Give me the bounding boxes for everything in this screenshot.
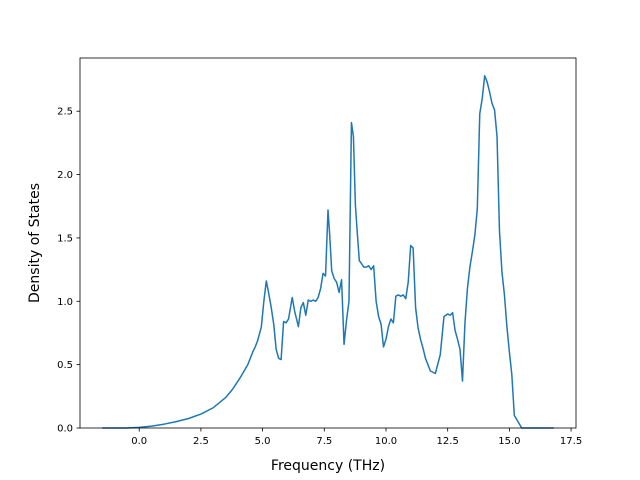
y-tick-label: 1.0 <box>57 297 73 308</box>
x-tick-label: 2.5 <box>193 436 209 447</box>
x-tick-label: 5.0 <box>255 436 271 447</box>
x-axis-label: Frequency (THz) <box>271 458 385 474</box>
y-tick-label: 2.0 <box>57 170 73 181</box>
x-tick-label: 12.5 <box>437 436 459 447</box>
x-tick-label: 17.5 <box>560 436 582 447</box>
x-tick-label: 10.0 <box>375 436 397 447</box>
y-axis-ticks: 0.0 0.5 1.0 1.5 2.0 2.5 <box>57 107 80 435</box>
y-tick-label: 1.5 <box>57 233 73 244</box>
x-tick-label: 7.5 <box>316 436 332 447</box>
x-tick-label: 15.0 <box>498 436 520 447</box>
y-axis-label: Density of States <box>27 183 43 303</box>
series-line <box>102 74 554 429</box>
y-tick-label: 0.0 <box>57 424 73 435</box>
y-tick-label: 0.5 <box>57 360 73 371</box>
x-tick-label: 0.0 <box>131 436 147 447</box>
plot-frame <box>79 57 577 429</box>
x-axis-ticks: 0.0 2.5 5.0 7.5 10.0 12.5 15.0 17.5 <box>131 428 582 447</box>
y-tick-label: 2.5 <box>57 107 73 118</box>
